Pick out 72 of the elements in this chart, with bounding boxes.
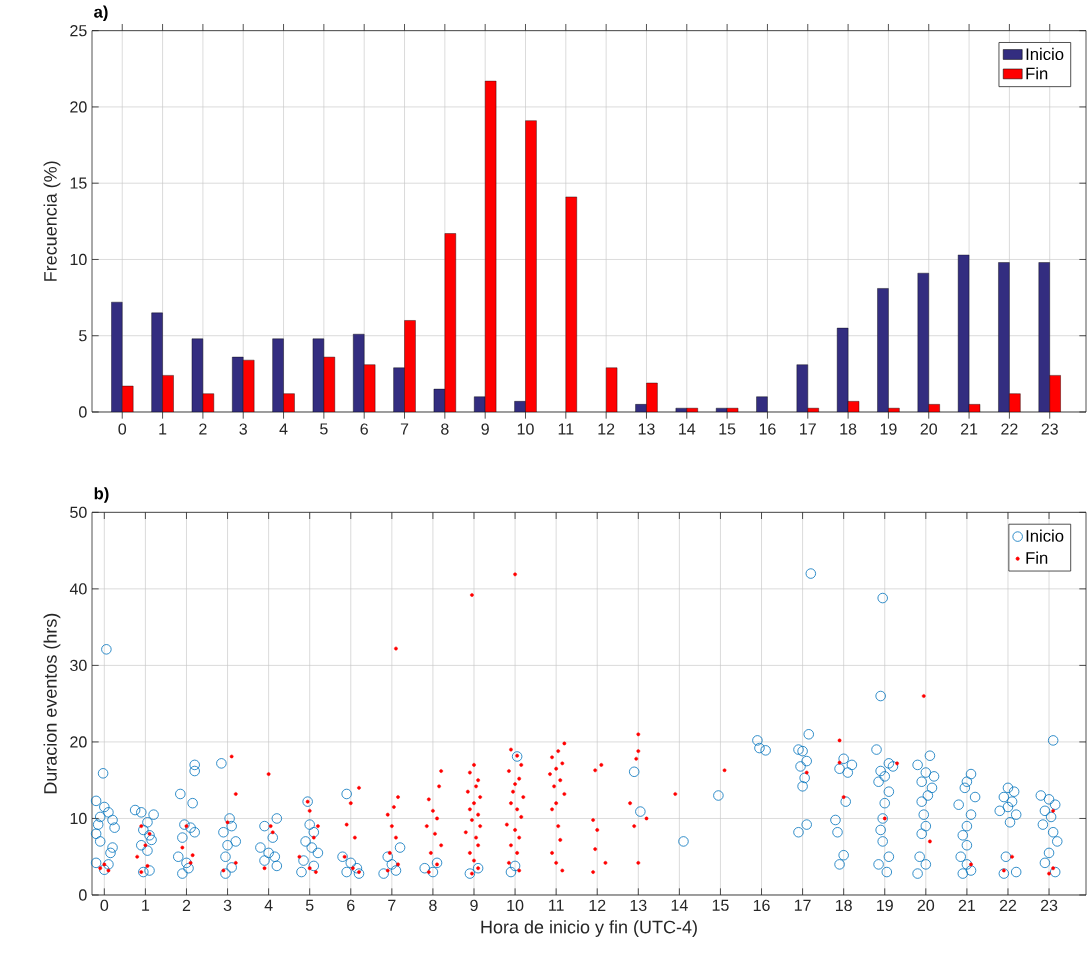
x-axis-title: Hora de inicio y fin (UTC-4) (481, 920, 697, 937)
x-tick-label: 22 (999, 899, 1017, 911)
x-tick-label: 14 (679, 423, 696, 435)
x-tick-label: 20 (917, 899, 935, 912)
x-tick-label: 4 (279, 423, 288, 435)
x-tick-label: 23 (1040, 899, 1058, 912)
x-tick-label: 19 (877, 899, 893, 912)
x-tick-label: 12 (589, 899, 606, 911)
x-tick-label: 18 (840, 423, 857, 435)
x-tick-label: 5 (305, 899, 314, 911)
x-tick-label: 15 (712, 899, 729, 911)
x-tick-label: 1 (159, 423, 167, 435)
y-tick-label: 0 (79, 889, 87, 901)
x-tick-label: 7 (400, 423, 409, 435)
bar (565, 196, 577, 412)
legend-label: Fin (1026, 551, 1048, 564)
bar (605, 367, 618, 412)
x-tick-label: 11 (558, 423, 574, 435)
x-tick-label: 7 (388, 899, 396, 911)
y-axis-title: Frecuencia (%) (43, 161, 61, 281)
legend-label: Inicio (1026, 47, 1064, 61)
x-tick-label: 17 (794, 899, 811, 911)
y-tick-label: 5 (79, 330, 87, 342)
x-tick-label: 5 (320, 423, 328, 435)
x-tick-label: 16 (759, 423, 776, 435)
x-tick-label: 20 (920, 423, 938, 435)
x-tick-label: 11 (549, 899, 564, 911)
y-tick-label: 25 (70, 25, 87, 37)
y-axis-title: Duracion eventos (hrs) (43, 613, 61, 794)
x-tick-label: 10 (507, 899, 524, 912)
bar (756, 396, 768, 412)
x-tick-label: 6 (360, 423, 368, 435)
x-tick-label: 1 (142, 899, 150, 911)
x-tick-label: 8 (441, 423, 449, 435)
x-tick-label: 18 (835, 899, 852, 912)
legend-label: Inicio (1026, 529, 1064, 542)
x-tick-label: 13 (638, 423, 655, 435)
legend-label: Fin (1026, 67, 1048, 80)
x-tick-label: 14 (671, 899, 688, 911)
y-tick-label: 20 (70, 736, 87, 748)
x-tick-label: 0 (118, 423, 127, 435)
x-tick-label: 3 (239, 423, 247, 435)
x-tick-label: 22 (1001, 423, 1018, 435)
x-tick-label: 8 (429, 899, 437, 912)
y-tick-label: 50 (70, 506, 87, 518)
x-tick-label: 16 (753, 899, 770, 912)
x-tick-label: 3 (223, 899, 232, 912)
x-tick-label: 15 (719, 423, 736, 435)
x-tick-label: 4 (264, 899, 273, 911)
y-tick-label: 10 (70, 812, 87, 825)
x-tick-label: 10 (517, 423, 534, 435)
y-tick-label: 30 (70, 659, 87, 672)
x-tick-label: 12 (598, 423, 615, 435)
x-tick-label: 13 (630, 899, 647, 912)
x-tick-label: 6 (347, 899, 355, 912)
x-tick-label: 2 (182, 899, 191, 911)
x-tick-label: 23 (1041, 423, 1058, 435)
x-tick-label: 21 (960, 423, 978, 435)
x-tick-label: 2 (199, 423, 207, 435)
x-tick-label: 17 (800, 423, 816, 435)
x-tick-label: 0 (100, 899, 109, 912)
y-tick-label: 10 (70, 253, 87, 266)
x-tick-label: 9 (481, 423, 489, 435)
y-tick-label: 40 (69, 583, 87, 595)
x-tick-label: 9 (470, 899, 478, 912)
chart-title: a) (94, 5, 108, 22)
x-tick-label: 19 (880, 423, 897, 435)
y-tick-label: 0 (79, 406, 87, 418)
chart-title: b) (94, 487, 109, 503)
x-tick-label: 21 (958, 899, 976, 911)
y-tick-label: 15 (70, 177, 87, 189)
y-tick-label: 20 (70, 101, 87, 113)
